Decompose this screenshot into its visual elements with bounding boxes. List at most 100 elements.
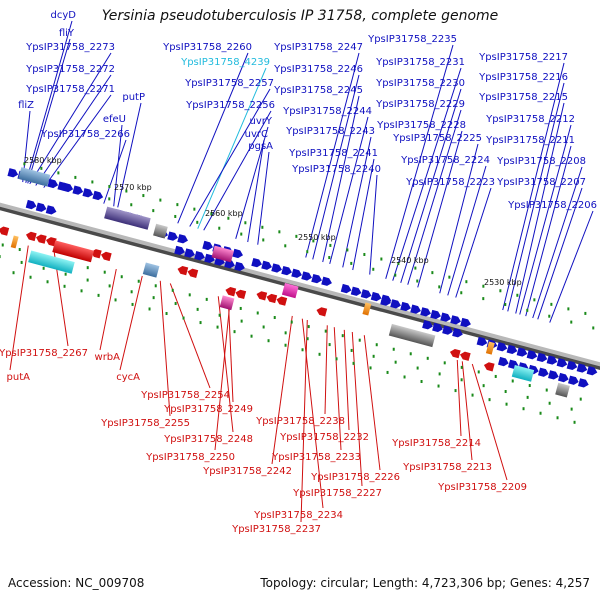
- label-leader-line: [329, 116, 369, 265]
- tick-mark: [239, 306, 242, 310]
- label-leader-line: [203, 110, 272, 231]
- reverse-gene-arrow: [449, 348, 461, 359]
- label-leader-line: [217, 296, 234, 433]
- tick-mark: [548, 314, 551, 318]
- gene-block: [219, 295, 235, 311]
- label-leader-line: [324, 325, 328, 415]
- tick-mark: [125, 189, 128, 193]
- label-leader-line: [159, 280, 171, 417]
- tick-mark: [372, 354, 375, 358]
- gene-label: YpsIP31758_2245: [273, 85, 363, 96]
- tick-mark: [329, 243, 332, 247]
- forward-gene-arrow: [370, 291, 382, 302]
- gene-label: YpsIP31758_2214: [391, 438, 481, 449]
- tick-mark: [46, 280, 49, 284]
- forward-gene-arrow: [301, 271, 312, 281]
- tick-mark: [448, 275, 451, 279]
- tick-mark: [295, 234, 298, 238]
- gene-label: YpsIP31758_2217: [478, 52, 568, 63]
- gene-label: dcyD: [51, 10, 77, 21]
- tick-mark: [375, 343, 378, 347]
- label-leader-line: [29, 52, 112, 185]
- gene-label: YpsIP31758_2272: [25, 64, 115, 75]
- tick-mark: [403, 375, 406, 379]
- forward-gene-arrow: [578, 378, 589, 388]
- label-leader-line: [385, 44, 454, 279]
- label-leader-line: [471, 363, 508, 481]
- tick-mark: [12, 271, 15, 275]
- label-leader-line: [247, 139, 265, 243]
- tick-mark: [218, 226, 221, 230]
- gene-label: cycA: [116, 372, 140, 383]
- tick-mark: [341, 334, 344, 338]
- gene-label: YpsIP31758_2240: [291, 164, 381, 175]
- tick-mark: [392, 347, 395, 351]
- tick-mark: [454, 389, 457, 393]
- tick-mark: [363, 252, 366, 256]
- tick-mark: [216, 325, 219, 329]
- label-leader-line: [417, 130, 463, 288]
- tick-mark: [443, 361, 446, 365]
- tick-mark: [352, 361, 355, 365]
- gene-label: YpsIP31758_2237: [231, 524, 321, 535]
- tick-mark: [573, 420, 576, 424]
- gene-label: efeU: [103, 114, 126, 125]
- label-leader-line: [214, 299, 231, 451]
- tick-mark: [380, 257, 383, 261]
- tick-mark: [416, 279, 419, 283]
- label-leader-line: [392, 67, 462, 281]
- tick-mark: [63, 284, 66, 288]
- gene-label: putP: [122, 92, 145, 103]
- tick-mark: [346, 248, 349, 252]
- tick-mark: [505, 402, 508, 406]
- gene-label: YpsIP31758_2248: [163, 434, 253, 445]
- tick-mark: [114, 298, 117, 302]
- tick-mark: [64, 272, 67, 276]
- forward-gene-arrow: [177, 234, 188, 244]
- forward-gene-arrow: [62, 182, 74, 193]
- tick-mark: [108, 197, 111, 201]
- tick-mark: [152, 296, 155, 300]
- label-leader-line: [400, 88, 462, 283]
- tick-mark: [504, 390, 507, 394]
- tick-mark: [154, 284, 157, 288]
- gene-label: YpsIP31758_4239: [180, 57, 270, 68]
- tick-mark: [130, 290, 133, 294]
- label-leader-line: [519, 124, 572, 315]
- tick-mark: [20, 260, 23, 264]
- forward-gene-arrow: [82, 188, 94, 198]
- gene-block: [28, 250, 75, 274]
- reverse-gene-arrow: [225, 287, 237, 297]
- tick-mark: [284, 331, 287, 335]
- gene-label: YpsIP31758_2224: [400, 155, 490, 166]
- tick-mark: [533, 298, 536, 302]
- tick-mark: [579, 397, 582, 401]
- tick-mark: [103, 270, 106, 274]
- gene-label: YpsIP31758_2249: [163, 404, 253, 415]
- label-leader-line: [502, 62, 565, 311]
- tick-mark: [240, 232, 243, 236]
- label-leader-line: [343, 329, 350, 431]
- tick-mark: [205, 297, 208, 301]
- forward-gene-arrow: [498, 356, 509, 367]
- tick-mark: [556, 416, 559, 420]
- forward-gene-arrow: [586, 366, 598, 376]
- label-leader-line: [352, 158, 375, 271]
- gene-label: YpsIP31758_2213: [402, 462, 492, 473]
- gene-label: fliZ: [18, 100, 34, 111]
- tick-mark: [516, 293, 519, 297]
- gene-label: putA: [7, 372, 31, 383]
- tick-mark: [40, 166, 43, 170]
- tick-mark: [526, 395, 529, 399]
- tick-mark: [97, 293, 100, 297]
- label-leader-line: [103, 139, 127, 204]
- label-leader-line: [549, 210, 594, 323]
- reverse-gene-arrow: [316, 307, 328, 317]
- gene-label: YpsIP31758_2235: [367, 34, 457, 45]
- forward-gene-arrow: [526, 350, 538, 360]
- accession-text: Accession: NC_009708: [8, 576, 145, 590]
- label-leader-line: [9, 245, 29, 371]
- gene-block: [485, 341, 495, 355]
- gene-block: [10, 235, 19, 249]
- forward-gene-arrow: [7, 168, 19, 178]
